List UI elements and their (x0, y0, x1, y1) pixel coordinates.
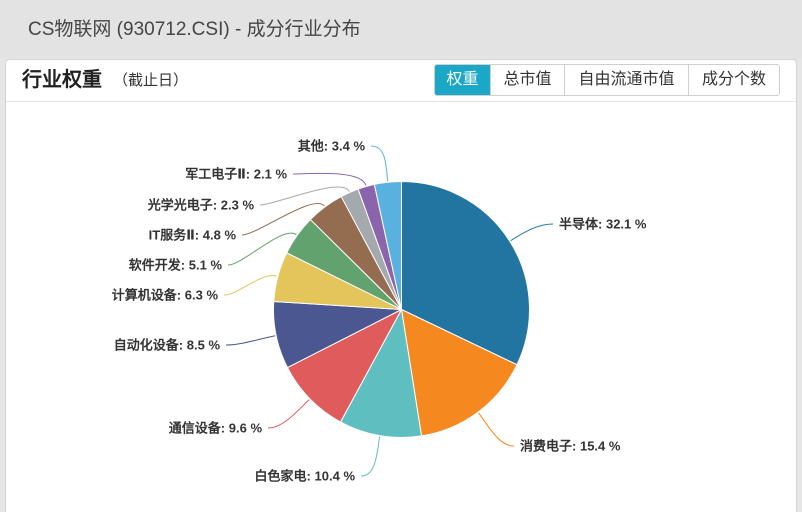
tab-weight[interactable]: 权重 (435, 65, 491, 95)
label-line-6 (227, 232, 297, 266)
slice-label-unit: % (609, 439, 621, 454)
slice-label-unit: % (210, 258, 222, 273)
page-header: CS物联网 (930712.CSI) - 成分行业分布 (0, 0, 802, 58)
slice-label-unit: % (206, 288, 218, 303)
pie-slice-3[interactable] (286, 309, 402, 423)
pie-slice-1[interactable] (401, 309, 518, 437)
label-line-5 (223, 275, 278, 296)
slice-label-value: 6.3 (185, 288, 203, 303)
slice-label-value: 10.4 (315, 469, 341, 484)
slice-label-value: 4.8 (203, 228, 221, 243)
slice-label-value: 32.1 (606, 217, 631, 232)
slice-label-category: 自动化设备 (114, 338, 180, 353)
pie-labels: 半导体: 32.1 % 消费电子: 15.4 % 白色家电: 10.4 % 通信设备:… (112, 139, 647, 484)
slice-label-2: 白色家电: 10.4 % (255, 469, 356, 484)
slice-label-value: 3.4 (332, 139, 351, 154)
slice-label-unit: % (224, 228, 236, 243)
slice-label-5: 计算机设备: 6.3 % (112, 288, 219, 303)
pie-slice-2[interactable] (340, 309, 423, 438)
slice-label-category: 半导体 (559, 217, 599, 232)
label-line-4 (225, 335, 276, 346)
slice-label-unit: % (353, 139, 365, 154)
slice-label-category: IT服务Ⅱ (149, 228, 195, 243)
slice-label-1: 消费电子: 15.4 % (520, 439, 621, 454)
slice-label-unit: % (635, 217, 647, 232)
slice-label-3: 通信设备: 9.6 % (169, 421, 263, 436)
label-line-2 (360, 436, 381, 477)
slice-label-category: 其他 (298, 139, 324, 154)
pie-slice-10[interactable] (373, 181, 402, 310)
tab-free-float-market-cap[interactable]: 自由流通市值 (565, 65, 689, 95)
industry-pie-chart: 半导体: 32.1 % 消费电子: 15.4 % 白色家电: 10.4 % 通信设备:… (112, 139, 647, 484)
panel-header: 行业权重 （截止日） 权重 总市值 自由流通市值 成分个数 (6, 60, 796, 102)
slice-label-6: 软件开发: 5.1 % (129, 258, 223, 273)
slice-label-unit: % (250, 421, 262, 436)
slice-label-7: IT服务Ⅱ: 4.8 % (149, 228, 237, 243)
slice-label-value: 8.5 (187, 338, 205, 353)
slice-label-9: 军工电子Ⅱ: 2.1 % (185, 167, 287, 182)
industry-weight-panel: 行业权重 （截止日） 权重 总市值 自由流通市值 成分个数 半导体: 32.1 … (5, 59, 797, 512)
slice-label-unit: % (208, 338, 220, 353)
tab-constituent-count[interactable]: 成分个数 (689, 65, 779, 95)
slice-label-4: 自动化设备: 8.5 % (114, 338, 221, 353)
label-line-3 (267, 399, 310, 429)
slice-label-unit: % (343, 469, 355, 484)
label-line-0 (510, 223, 554, 242)
label-line-7 (241, 203, 325, 236)
label-line-9 (292, 172, 367, 186)
slice-label-value: 5.1 (189, 258, 207, 273)
slice-label-category: 光学光电子 (147, 198, 213, 213)
slice-label-unit: % (242, 198, 254, 213)
metric-tab-group: 权重 总市值 自由流通市值 成分个数 (434, 64, 780, 96)
slice-label-category: 软件开发 (129, 258, 182, 273)
panel-subtitle: （截止日） (113, 72, 189, 89)
pie-plot-area: 半导体: 32.1 % 消费电子: 15.4 % 白色家电: 10.4 % 通信设备:… (112, 139, 647, 484)
slice-label-category: 消费电子 (520, 439, 572, 454)
label-line-10 (370, 145, 389, 182)
label-line-1 (478, 412, 515, 447)
slice-label-value: 15.4 (580, 439, 606, 454)
slice-label-value: 2.3 (221, 198, 239, 213)
slice-label-0: 半导体: 32.1 % (559, 217, 647, 232)
slice-label-10: 其他: 3.4 % (298, 139, 366, 154)
slice-label-category: 计算机设备 (112, 288, 178, 303)
panel-title: 行业权重 (22, 69, 102, 91)
page-title: CS物联网 (930712.CSI) - 成分行业分布 (28, 19, 361, 40)
slice-label-value: 2.1 (254, 167, 272, 182)
label-line-8 (259, 186, 350, 206)
tab-total-market-cap[interactable]: 总市值 (491, 65, 565, 95)
slice-label-category: 军工电子Ⅱ (185, 167, 246, 182)
slice-label-category: 白色家电 (255, 469, 307, 484)
slice-label-unit: % (275, 167, 287, 182)
slice-label-8: 光学光电子: 2.3 % (147, 198, 255, 213)
pie-slice-0[interactable] (401, 181, 530, 366)
slice-label-value: 9.6 (229, 421, 247, 436)
slice-label-category: 通信设备 (169, 421, 222, 436)
pie-slices (272, 181, 530, 438)
pie-label-lines (223, 145, 554, 477)
